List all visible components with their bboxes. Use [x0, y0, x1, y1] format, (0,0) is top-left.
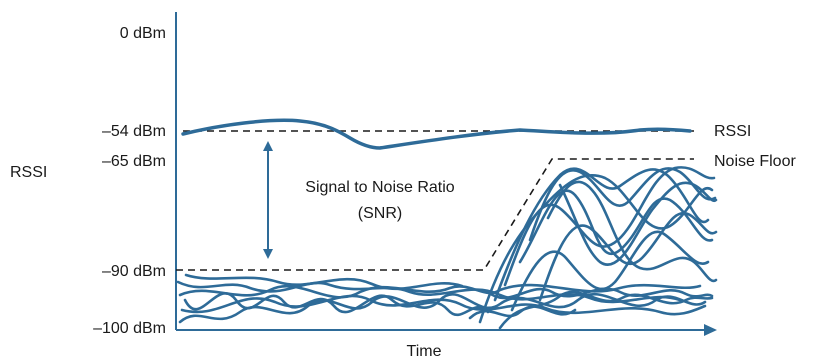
snr-label-line2: (SNR)	[358, 205, 402, 222]
noise-wave-18	[468, 305, 577, 320]
tick-0-dbm: 0 dBm	[120, 25, 166, 42]
rssi-line-label: RSSI	[714, 123, 751, 140]
noise-floor-line	[176, 158, 694, 271]
noise-wave-1	[178, 283, 702, 299]
y-axis-label: RSSI	[10, 164, 47, 181]
noise-wave-6	[184, 273, 464, 291]
noise-wave-15	[498, 290, 714, 330]
snr-label-line1: Signal to Noise Ratio	[305, 179, 455, 196]
tick-100-dbm: –100 dBm	[93, 320, 166, 337]
rssi-signal-line	[181, 118, 692, 150]
tick-90-dbm: –90 dBm	[102, 263, 166, 280]
noise-wave-13	[538, 211, 718, 302]
tick-65-dbm: –65 dBm	[102, 153, 166, 170]
x-axis-label: Time	[407, 343, 442, 360]
noise-wave-4	[178, 292, 707, 324]
x-axis-arrow-icon	[704, 324, 717, 336]
noise-wave-16	[486, 287, 714, 300]
noise-wave-3	[176, 280, 682, 304]
noise-wave-17	[558, 181, 718, 266]
noise-wave-5	[183, 292, 490, 317]
noise-wave-2	[180, 294, 707, 316]
tick-54-dbm: –54 dBm	[102, 123, 166, 140]
noise-waveforms	[176, 166, 718, 330]
noise-wave-10	[510, 230, 710, 312]
noise-wave-12	[528, 167, 717, 242]
noise-wave-8	[493, 167, 710, 302]
noise-wave-7	[478, 174, 714, 324]
noise-wave-9	[503, 166, 716, 287]
noise-floor-label: Noise Floor	[714, 153, 796, 170]
noise-wave-14	[546, 180, 718, 283]
